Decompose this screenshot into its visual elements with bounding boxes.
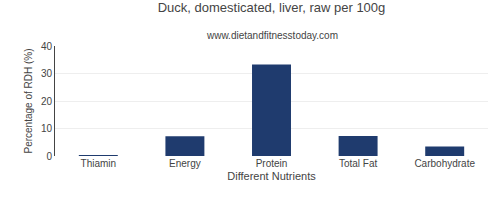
svg-text:Thiamin: Thiamin [81,158,117,169]
svg-text:40: 40 [41,41,53,52]
svg-text:Total Fat: Total Fat [339,158,378,169]
svg-text:30: 30 [41,68,53,79]
svg-text:Percentage of RDH (%): Percentage of RDH (%) [23,48,34,153]
svg-text:0: 0 [46,151,52,162]
svg-text:Carbohydrate: Carbohydrate [414,158,475,169]
svg-text:Duck, domesticated, liver, raw: Duck, domesticated, liver, raw per 100g [158,0,386,15]
svg-text:20: 20 [41,96,53,107]
svg-text:Energy: Energy [169,158,201,169]
svg-text:Different Nutrients: Different Nutrients [227,170,316,182]
svg-text:10: 10 [41,123,53,134]
svg-text:www.dietandfitnesstoday.com: www.dietandfitnesstoday.com [206,30,338,41]
svg-text:Protein: Protein [256,158,288,169]
